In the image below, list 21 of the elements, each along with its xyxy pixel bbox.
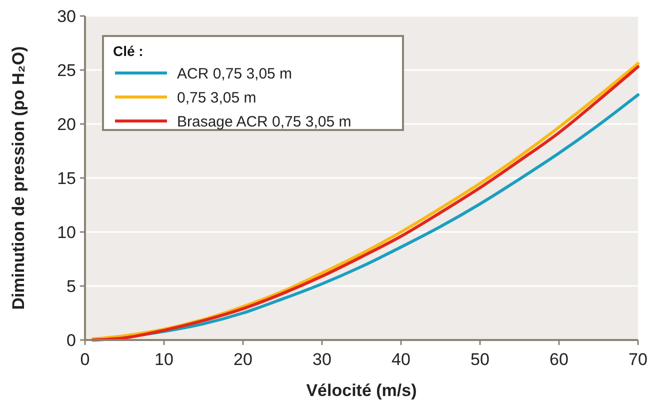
legend-label: ACR 0,75 3,05 m bbox=[177, 65, 292, 82]
x-tick-label: 40 bbox=[392, 350, 410, 369]
legend-label: 0,75 3,05 m bbox=[177, 89, 256, 106]
x-tick-label: 10 bbox=[154, 350, 174, 369]
legend-label: Brasage ACR 0,75 3,05 m bbox=[177, 113, 352, 130]
y-tick-label: 30 bbox=[57, 6, 76, 26]
y-tick-label: 5 bbox=[66, 276, 76, 296]
y-tick-label: 15 bbox=[57, 168, 76, 188]
y-tick-label: 0 bbox=[66, 330, 76, 350]
x-tick-label: 50 bbox=[470, 350, 490, 369]
y-tick-label: 10 bbox=[57, 222, 76, 242]
x-tick-label: 0 bbox=[80, 350, 90, 369]
x-tick-label: 20 bbox=[234, 350, 252, 369]
y-axis-title: Diminution de pression (po H₂O) bbox=[9, 46, 28, 310]
legend-title: Clé : bbox=[113, 43, 144, 59]
x-tick-label: 30 bbox=[312, 350, 332, 369]
x-tick-label: 60 bbox=[550, 350, 568, 369]
y-tick-label: 25 bbox=[57, 60, 76, 80]
x-axis-title: Vélocité (m/s) bbox=[306, 381, 417, 400]
x-tick-label: 70 bbox=[628, 350, 648, 369]
y-tick-label: 20 bbox=[57, 114, 76, 134]
